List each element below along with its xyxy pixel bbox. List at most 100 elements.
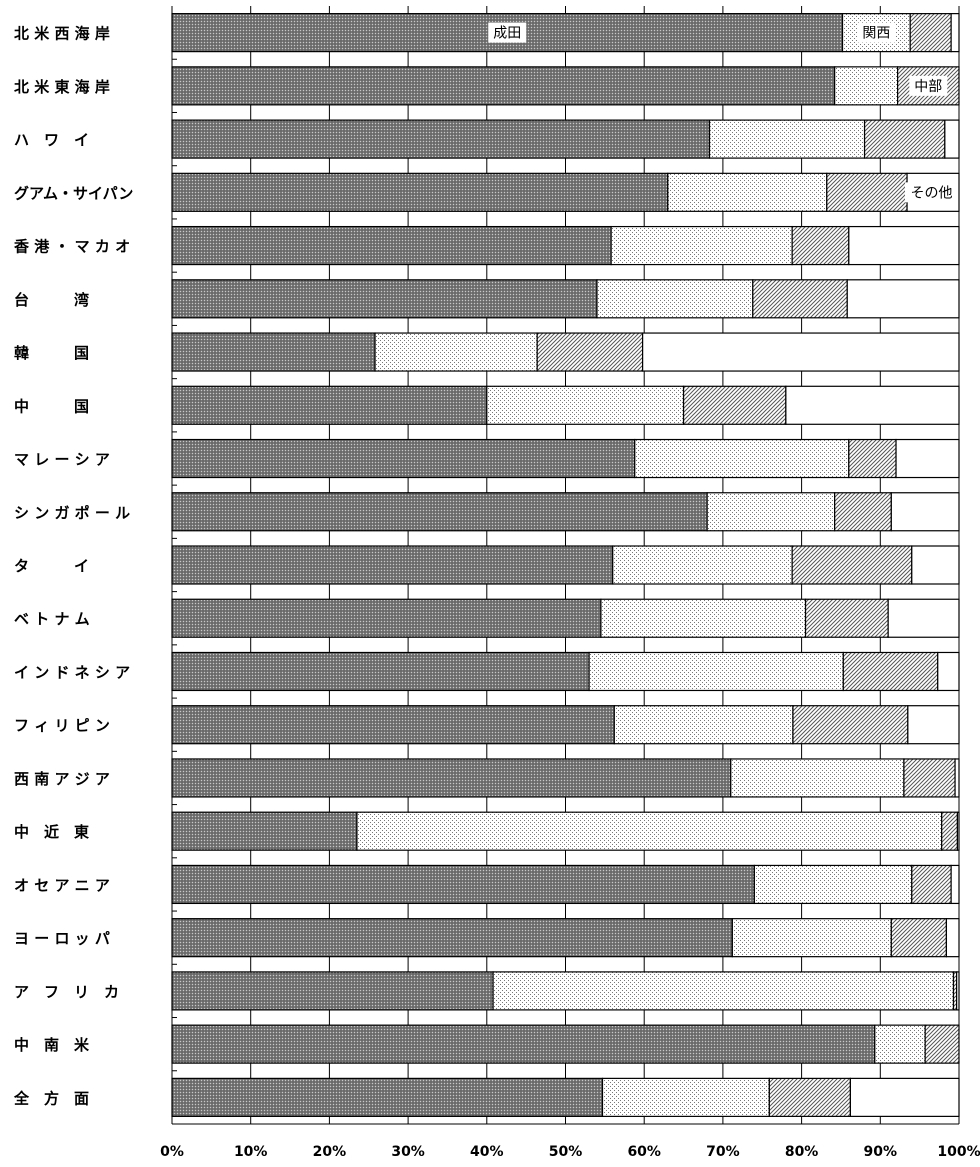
segment-label-bg: [488, 22, 527, 43]
category-label: マ レ ー シ ア: [14, 451, 110, 469]
bar-segment: [863, 119, 946, 159]
bar-segment: [171, 811, 358, 851]
bar-segment: [171, 1024, 876, 1064]
x-tick-label: 70%: [706, 1144, 740, 1160]
x-tick-label: 20%: [313, 1144, 347, 1160]
bar-segment: [171, 172, 669, 212]
bar-segment: [846, 279, 960, 319]
bar-segment: [612, 545, 793, 585]
category-label: 韓 国: [14, 344, 89, 362]
bar-segment: [791, 225, 850, 266]
category-label: タ イ: [14, 557, 89, 575]
segment-label: 中部: [914, 79, 942, 95]
bar-segment: [171, 66, 836, 106]
bar-segment: [171, 918, 733, 958]
category-label: 中 南 米: [14, 1036, 90, 1054]
category-label: イ ン ド ネ シ ア: [14, 663, 130, 681]
bar-segment: [610, 225, 793, 266]
bar-segment: [171, 1077, 604, 1117]
bar-segment: [171, 332, 376, 372]
category-label: 北 米 西 海 岸: [14, 25, 110, 43]
bar-segment: [909, 13, 952, 53]
bar-segment: [911, 545, 960, 585]
category-label: ア フ リ カ: [14, 983, 119, 1001]
bar-segment: [785, 385, 960, 425]
bar-segment: [706, 492, 836, 532]
bar-segment: [954, 758, 960, 798]
x-tick-label: 50%: [549, 1144, 583, 1160]
segment-label: その他: [911, 185, 953, 201]
category-label: ベ ト ナ ム: [14, 610, 90, 628]
category-label: 中 国: [14, 397, 89, 415]
bar-segment: [890, 492, 960, 532]
x-tick-label: 80%: [785, 1144, 819, 1160]
bar-segment: [171, 758, 732, 798]
bar-segment: [897, 66, 960, 106]
bar-segment: [596, 279, 754, 319]
bar-segment: [937, 651, 960, 692]
bar-segment: [848, 438, 897, 479]
category-label: ハ ワ イ: [14, 131, 89, 149]
bar-segment: [903, 758, 956, 798]
category-label: 全 方 面: [13, 1089, 89, 1107]
bar-segment: [536, 332, 644, 372]
bar-segment: [634, 438, 850, 479]
x-tick-label: 90%: [864, 1144, 898, 1160]
bar-segment: [842, 651, 939, 692]
bar-segment: [171, 864, 755, 905]
bar-segment: [834, 492, 892, 532]
bar-segment: [171, 545, 614, 585]
bar-segment: [791, 545, 913, 585]
bar-segment: [887, 598, 960, 638]
category-label: 西 南 ア ジ ア: [14, 770, 110, 788]
bar-segment: [874, 1024, 926, 1064]
bar-segment: [171, 438, 636, 479]
bar-segment: [171, 225, 612, 266]
segment-label-bg: [909, 75, 948, 96]
category-label: グアム・サイパン: [14, 184, 133, 202]
bar-segment: [924, 1024, 960, 1064]
bar-segment: [944, 119, 960, 159]
bar-segment: [374, 332, 538, 372]
category-label: ヨ ー ロ ッ パ: [14, 930, 110, 948]
bar-segment: [171, 492, 708, 532]
segment-label: 成田: [493, 26, 521, 42]
bar-segment: [492, 971, 955, 1011]
x-tick-label: 30%: [391, 1144, 425, 1160]
bar-segment: [895, 438, 960, 479]
bar-segment: [613, 705, 794, 745]
x-tick-label: 100%: [937, 1144, 980, 1160]
x-tick-label: 10%: [234, 1144, 268, 1160]
bar-segment: [171, 971, 494, 1011]
bar-segment: [956, 971, 960, 1011]
x-tick-label: 0%: [160, 1144, 184, 1160]
bar-segment: [731, 918, 892, 958]
bar-segment: [600, 598, 807, 638]
bar-segment: [486, 385, 685, 425]
bar-segment: [907, 705, 960, 745]
category-label: フ ィ リ ピ ン: [14, 717, 110, 735]
bar-segment: [730, 758, 905, 798]
bar-segment: [171, 279, 598, 319]
bar-segment: [911, 864, 952, 905]
bar-segment: [848, 225, 960, 266]
bar-segment: [708, 119, 866, 159]
x-tick-label: 60%: [627, 1144, 661, 1160]
bar-segment: [890, 918, 948, 958]
bar-segment: [768, 1077, 851, 1117]
bar-segment: [171, 651, 590, 692]
segment-label-bg: [857, 22, 896, 43]
x-tick-label: 40%: [470, 1144, 504, 1160]
bar-segment: [804, 598, 889, 638]
category-label: 香 港 ・ マ カ オ: [14, 238, 130, 256]
bar-segment: [682, 385, 787, 425]
category-label: 中 近 東: [14, 823, 89, 841]
bar-segment: [753, 864, 913, 905]
bars: [171, 13, 960, 1117]
bar-segment: [601, 1077, 770, 1117]
x-axis-ticks: 0% 10% 20% 30% 40% 50% 60% 70% 80% 90% 100%: [160, 1144, 980, 1160]
bar-segment: [667, 172, 828, 212]
